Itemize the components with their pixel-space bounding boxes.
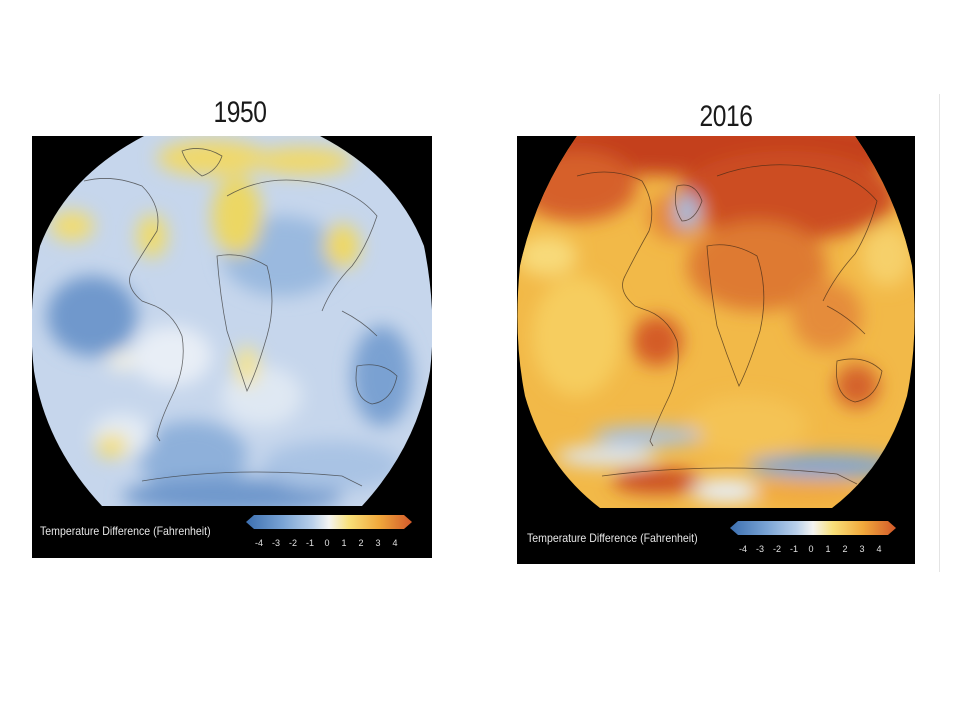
cool-region-2016 <box>592 426 702 446</box>
legend-tick: -4 <box>738 544 747 554</box>
legend-tick: 0 <box>324 538 330 548</box>
se-asia-outline <box>826 305 866 335</box>
north-america-outline <box>576 171 653 310</box>
legend-tick: 0 <box>808 544 814 554</box>
eurasia-outline <box>226 179 378 312</box>
neutral-region-2016 <box>557 446 657 466</box>
legend-tick: 3 <box>375 538 381 548</box>
antarctica-outline <box>141 471 363 487</box>
cool-region-1950 <box>262 441 402 491</box>
legend-tick: 1 <box>341 538 347 548</box>
legend-tick: 1 <box>825 544 831 554</box>
legend-tick: -2 <box>288 538 297 548</box>
cool-region-1950 <box>137 421 247 491</box>
se-asia-outline <box>341 310 378 337</box>
legend-tick: 2 <box>842 544 848 554</box>
legend-tick: 3 <box>859 544 865 554</box>
warm-region-1950 <box>212 176 262 256</box>
mild-region-2016 <box>752 479 862 503</box>
hot-region-2016 <box>677 151 897 241</box>
neutral-region-1950 <box>222 366 302 426</box>
warm-region-1950 <box>235 346 259 386</box>
map-panel-2016: Temperature Difference (Fahrenheit) -4 -… <box>517 136 915 564</box>
south-america-outline <box>149 303 184 442</box>
legend-tick: 2 <box>358 538 364 548</box>
anomaly-map-1950 <box>32 136 432 506</box>
map-panel-1950: Temperature Difference (Fahrenheit) -4 -… <box>32 136 432 558</box>
cool-region-1950 <box>122 478 342 506</box>
hot-region-2016 <box>517 151 637 221</box>
neutral-region-1950 <box>108 351 136 371</box>
color-scale-bar-2016 <box>730 521 896 535</box>
north-america-outline <box>83 178 159 305</box>
antarctica-outline <box>601 467 858 485</box>
warm-region-1950 <box>157 140 267 176</box>
neutral-region-2016 <box>692 479 762 503</box>
neutral-region-1950 <box>132 326 212 386</box>
legend-label-2016: Temperature Difference (Fahrenheit) <box>527 531 698 545</box>
warm-region-1950 <box>137 214 167 258</box>
eurasia-outline <box>716 164 878 302</box>
divider-line <box>939 94 940 572</box>
hot-region-2016 <box>612 469 702 493</box>
warm-region-1950 <box>324 224 360 268</box>
hot-region-2016 <box>632 316 682 366</box>
mild-region-2016 <box>862 226 912 286</box>
legend-tick: -3 <box>271 538 280 548</box>
color-scale-bar-1950 <box>246 515 412 529</box>
legend-tick: -2 <box>772 544 781 554</box>
mild-region-2016 <box>687 396 807 456</box>
mild-region-2016 <box>517 236 577 276</box>
legend-tick: -4 <box>254 538 263 548</box>
south-america-outline <box>642 308 679 447</box>
australia-outline <box>355 364 398 405</box>
australia-outline <box>836 358 883 403</box>
anomaly-map-2016 <box>517 136 915 508</box>
cool-region-2016 <box>675 193 699 229</box>
cool-region-2016 <box>747 454 907 478</box>
continent-outlines-1950 <box>83 148 398 487</box>
legend-label-1950: Temperature Difference (Fahrenheit) <box>40 524 211 538</box>
legend-tick: -3 <box>755 544 764 554</box>
hot-region-2016 <box>792 281 862 351</box>
greenland-outline <box>674 184 703 222</box>
warm-region-1950 <box>96 434 128 458</box>
cool-region-1950 <box>352 326 412 426</box>
greenland-outline <box>181 148 223 177</box>
warm-region-1950 <box>252 147 352 175</box>
africa-outline <box>216 254 273 393</box>
year-title-2016: 2016 <box>699 100 753 133</box>
warm-region-1950 <box>50 211 94 241</box>
legend-tick: -1 <box>305 538 314 548</box>
year-title-1950: 1950 <box>213 96 267 129</box>
mild-region-2016 <box>532 276 622 396</box>
legend-tick: 4 <box>392 538 398 548</box>
continent-outlines-2016 <box>576 164 883 485</box>
legend-tick: 4 <box>876 544 882 554</box>
cool-region-1950 <box>47 276 137 356</box>
africa-outline <box>706 244 765 387</box>
legend-tick: -1 <box>789 544 798 554</box>
hot-region-2016 <box>687 221 827 311</box>
